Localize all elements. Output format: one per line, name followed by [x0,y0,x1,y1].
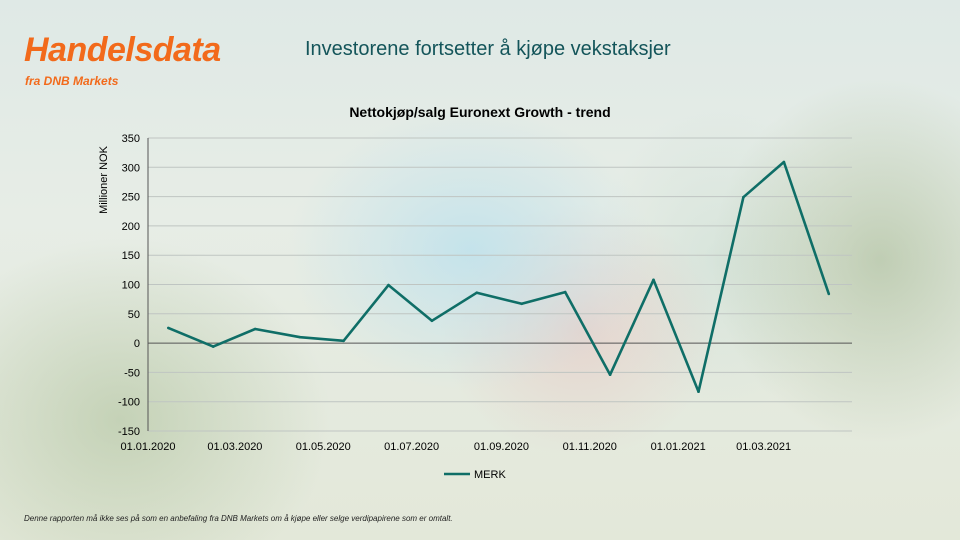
data-point [475,291,479,295]
series-line-merk [167,160,831,394]
page-title: Investorene fortsetter å kjøpe vekstaksj… [305,38,671,60]
data-point [167,326,170,330]
brand-subtitle: fra DNB Markets [25,74,119,88]
data-point [652,278,655,282]
legend-label: MERK [474,469,506,481]
data-point [211,345,215,348]
x-tick-label: 01.01.2021 [651,441,706,453]
data-point [253,327,257,331]
data-point [697,390,700,394]
disclaimer: Denne rapporten må ikke ses på som en an… [24,514,453,523]
y-tick-label: 150 [122,250,140,262]
y-tick-label: 100 [122,280,140,292]
data-point [387,283,390,287]
data-point [782,160,786,164]
data-point [298,335,302,339]
data-point [342,339,345,343]
data-point [827,292,831,296]
x-tick-label: 01.11.2020 [563,441,617,453]
y-tick-label: 0 [134,338,140,350]
data-point [520,302,523,306]
y-tick-label: 250 [122,192,140,204]
x-tick-label: 01.09.2020 [474,441,529,453]
y-tick-label: 200 [122,221,140,233]
x-tick-label: 01.01.2020 [120,441,175,453]
data-point [430,319,434,323]
x-tick-label: 01.07.2020 [384,441,439,453]
y-tick-label: -50 [124,367,140,379]
y-tick-label: -150 [118,426,140,438]
data-point [742,195,745,199]
brand-logo: Handelsdata [24,31,221,69]
x-tick-label: 01.03.2021 [736,441,791,453]
y-tick-label: 300 [122,162,140,174]
y-axis-label: Millioner NOK [98,145,110,214]
y-tick-label: 50 [128,309,140,321]
y-tick-label: -100 [118,397,140,409]
data-point [563,290,567,294]
x-tick-label: 01.03.2020 [207,441,262,453]
data-point [608,373,612,377]
y-tick-label: 350 [122,133,140,145]
chart-title: Nettokjøp/salg Euronext Growth - trend [349,104,611,120]
x-tick-label: 01.05.2020 [296,441,351,453]
